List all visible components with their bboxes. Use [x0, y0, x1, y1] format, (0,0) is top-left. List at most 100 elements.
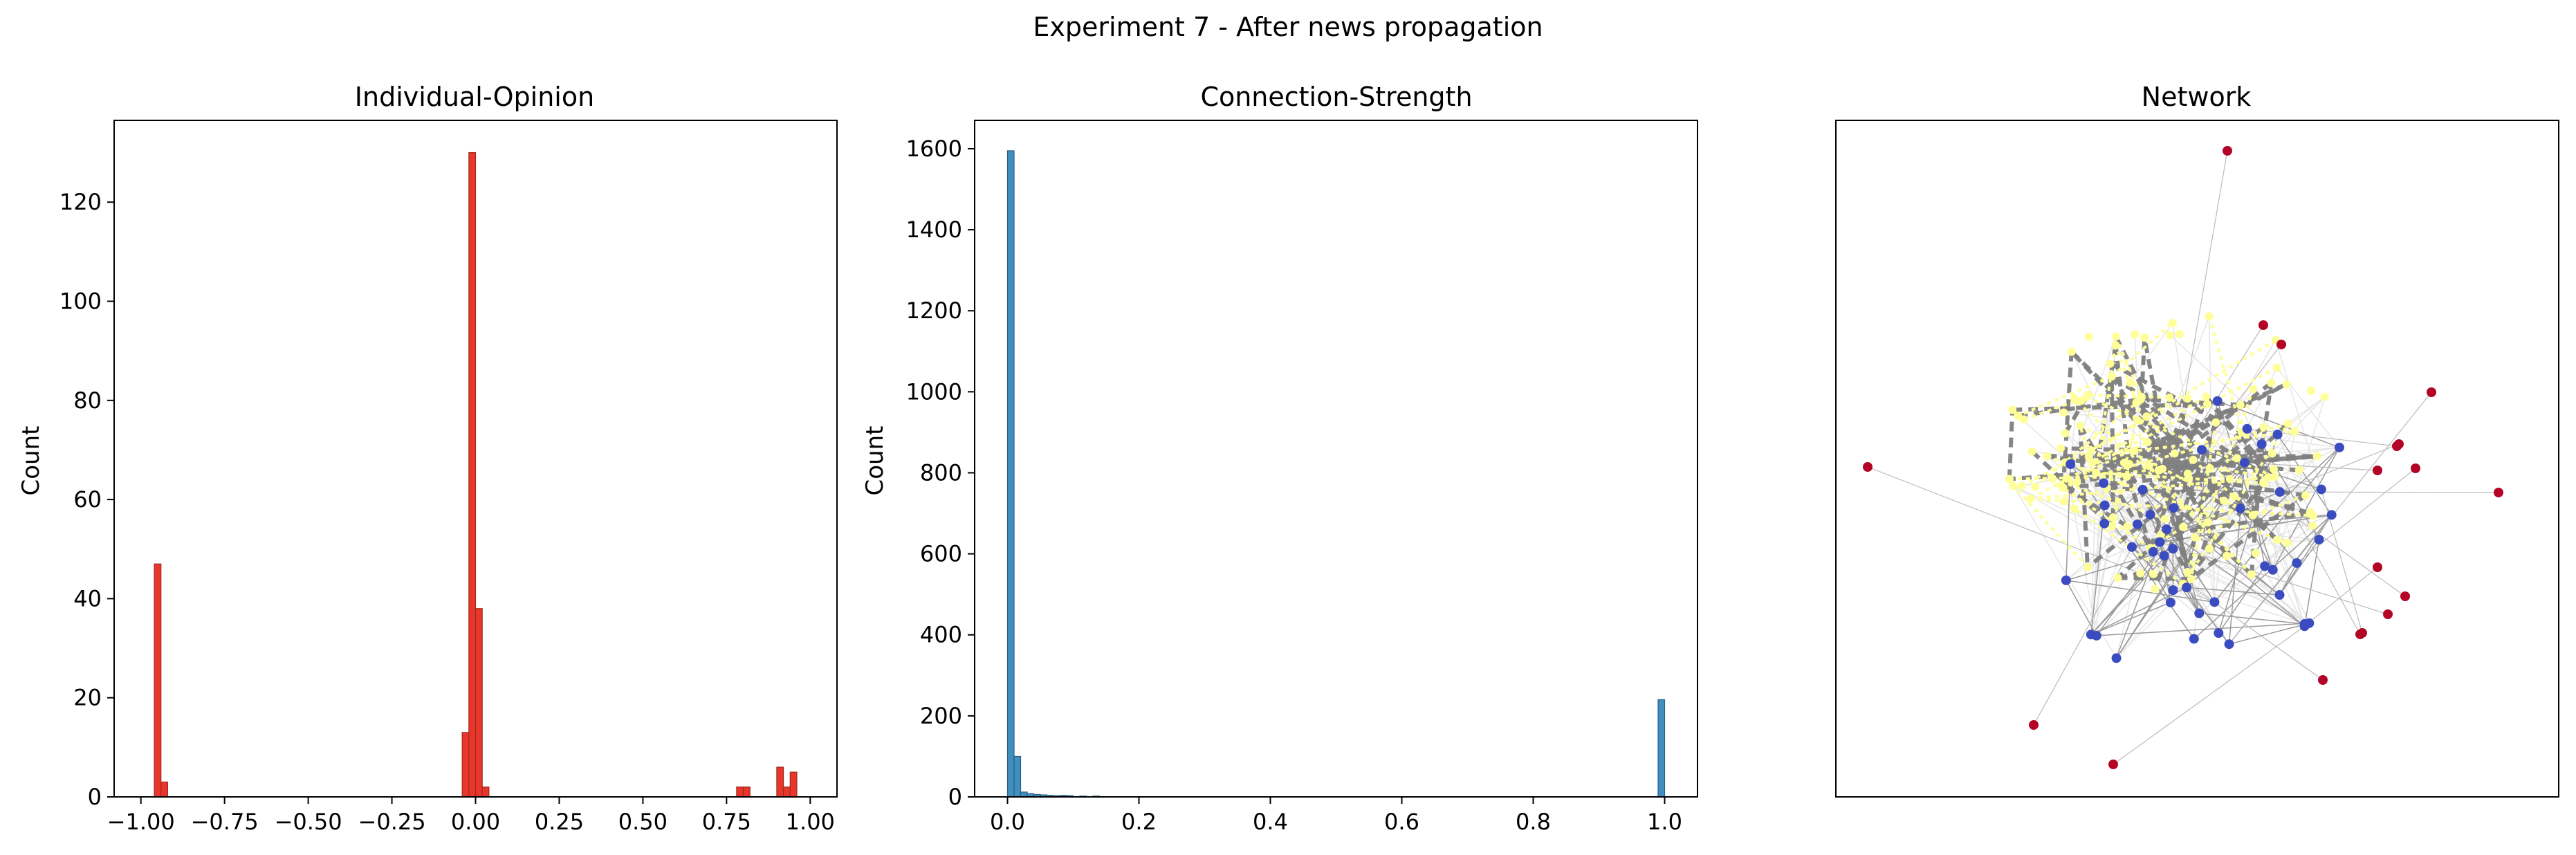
network-node: [2239, 457, 2250, 468]
opinion-bars: [154, 151, 798, 798]
strength-x-ticks: 0.0 0.2 0.4 0.6 0.8 1.0: [990, 797, 1682, 835]
network-node: [2320, 392, 2329, 401]
x-tick-label: 0.0: [990, 809, 1025, 835]
network-node: [2083, 563, 2092, 572]
network-node: [2316, 484, 2326, 495]
network-node: [2236, 401, 2245, 410]
network-edge: [2046, 454, 2288, 544]
network-node: [2082, 393, 2091, 402]
network-node: [2308, 521, 2317, 530]
y-tick-label: 1600: [906, 136, 962, 162]
network-node: [2029, 720, 2039, 730]
network-edge: [2218, 434, 2279, 634]
opinion-y-ticks: 0 20 40 60 80 100 120: [59, 189, 114, 810]
y-tick-label: 800: [920, 459, 962, 486]
network-node: [2009, 481, 2018, 490]
network-node: [2125, 459, 2134, 468]
x-tick-label: 0.6: [1384, 809, 1419, 835]
histogram-bar: [742, 787, 751, 798]
network-node: [2183, 568, 2192, 577]
network-node: [2140, 333, 2149, 342]
network-edge: [2117, 576, 2191, 582]
network-node: [2059, 497, 2068, 506]
network-edge: [2062, 486, 2151, 549]
network-node: [2290, 427, 2299, 436]
network-edge: [2009, 454, 2317, 481]
network-node: [2070, 504, 2079, 513]
network-edge: [2207, 315, 2243, 433]
network-node: [2235, 504, 2245, 514]
network-node: [2169, 503, 2179, 513]
network-node: [2202, 400, 2211, 409]
network-node: [2260, 561, 2270, 571]
network-edge: [2070, 350, 2226, 503]
network-edge: [2209, 466, 2275, 479]
histogram-bar: [1020, 791, 1028, 798]
network-node: [2292, 558, 2302, 568]
network-node: [2059, 408, 2068, 417]
x-tick-label: 0.00: [451, 809, 500, 835]
network-node: [2383, 609, 2393, 619]
network-node: [2264, 473, 2273, 482]
network-node: [2272, 535, 2281, 544]
network-node: [2202, 392, 2211, 401]
network-edge: [2021, 397, 2189, 488]
network-edge: [2009, 479, 2117, 659]
histogram-bar: [1657, 699, 1666, 798]
network-node: [2373, 562, 2382, 572]
network-node: [2149, 569, 2158, 578]
histogram-bar: [776, 766, 784, 798]
network-node: [2061, 429, 2070, 438]
network-node: [2111, 653, 2122, 663]
network-node: [2084, 452, 2093, 461]
network-node: [2248, 511, 2257, 520]
network-node: [2155, 537, 2165, 547]
network-node: [2108, 760, 2118, 769]
network-node: [2059, 484, 2068, 493]
network-node: [2256, 439, 2267, 449]
network-node: [2220, 496, 2229, 505]
network-node: [2427, 387, 2436, 397]
network-edge: [2252, 494, 2306, 517]
network-node: [2143, 438, 2152, 447]
network-edge: [2198, 525, 2313, 614]
histogram-bar: [475, 608, 483, 798]
x-tick-label: 1.00: [786, 809, 835, 835]
network-node: [2108, 513, 2117, 522]
network-axes-frame: [1835, 120, 2559, 798]
opinion-x-ticks: −1.00 −0.75 −0.50 −0.25 0.00 0.25 0.50 0.75 1.00: [107, 797, 835, 835]
figure-suptitle: Experiment 7 - After news propagation: [1033, 12, 1543, 42]
y-tick-label: 100: [59, 288, 102, 315]
network-node: [2224, 639, 2234, 650]
histogram-bar: [782, 787, 791, 798]
network-edge: [2034, 398, 2142, 488]
network-node: [2132, 519, 2142, 529]
network-node: [2211, 418, 2220, 427]
network-title: Network: [2142, 82, 2252, 112]
network-node: [2126, 378, 2135, 387]
network-node: [2137, 484, 2148, 495]
network-node: [2122, 472, 2131, 481]
network-edge: [2128, 462, 2254, 576]
network-edge: [2199, 612, 2305, 625]
network-edge: [2208, 316, 2216, 603]
network-edge: [2166, 514, 2332, 530]
opinion-ylabel: Count: [17, 426, 45, 496]
strength-histogram: Connection-Strength Count 0.0 0.2 0.4 0.6 0.…: [861, 82, 1698, 835]
network-node: [2061, 575, 2071, 585]
strength-y-ticks: 0 200 400 600 800 1000 1200 1400 1600: [906, 136, 975, 810]
network-node: [1863, 462, 1873, 472]
network-node: [2229, 492, 2238, 501]
network-node: [2267, 449, 2276, 458]
network-node: [2269, 465, 2278, 474]
network-edge: [2113, 344, 2132, 465]
network-node: [2334, 442, 2344, 452]
network-node: [2129, 446, 2138, 455]
network-node: [2107, 372, 2116, 381]
network-edge: [2096, 396, 2326, 636]
y-tick-label: 1000: [906, 378, 962, 405]
y-tick-label: 600: [920, 541, 962, 567]
network-edge: [2070, 350, 2191, 480]
network-edge: [2229, 623, 2310, 645]
